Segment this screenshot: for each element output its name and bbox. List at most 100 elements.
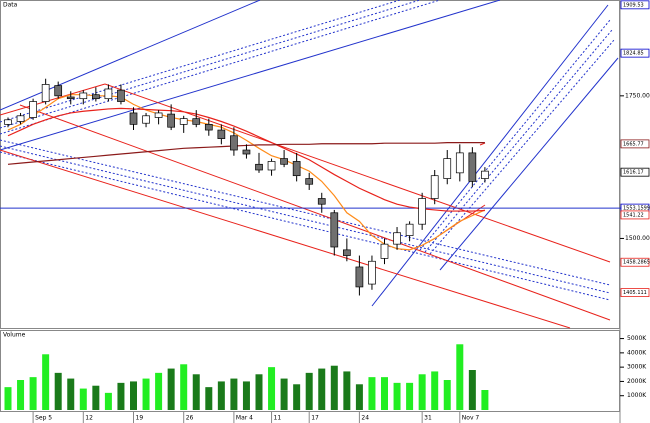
volume-bar <box>293 384 301 410</box>
candle-body <box>54 85 63 97</box>
volume-bar <box>17 380 25 410</box>
trendline <box>104 83 611 263</box>
x-tick-label: 17 <box>311 415 319 422</box>
trendline <box>424 29 613 253</box>
candle-body <box>66 96 75 100</box>
x-tick-label: 31 <box>424 415 432 422</box>
y-tick-label: 3000K <box>627 364 647 371</box>
x-tick-label: 11 <box>274 415 282 422</box>
candle-body <box>292 161 301 177</box>
price-marker-label: 1824.85 <box>623 51 644 57</box>
volume-bar <box>54 372 62 410</box>
candle-body <box>317 198 326 205</box>
candle-body <box>192 118 201 125</box>
volume-bar <box>167 368 175 410</box>
price-marker <box>620 48 650 58</box>
x-tick-label: 26 <box>186 415 194 422</box>
x-tick-label: Sep 5 <box>35 415 52 422</box>
price-marker-label: 1541.22 <box>623 212 644 218</box>
candle-body <box>217 129 226 139</box>
candle-body <box>443 158 452 179</box>
candle-body <box>305 178 314 185</box>
volume-bar <box>280 378 288 410</box>
trendline <box>0 0 421 129</box>
trendline <box>0 0 501 151</box>
candle-body <box>41 84 50 102</box>
x-tick-label: 19 <box>136 415 144 422</box>
candle-body <box>154 112 163 118</box>
volume-bar <box>381 377 388 410</box>
trendline <box>19 104 611 321</box>
trendline <box>371 4 609 307</box>
volume-bar <box>117 382 125 410</box>
candle-body <box>255 163 263 171</box>
volume-bar <box>268 367 276 410</box>
volume-bar <box>205 387 213 410</box>
trendline <box>0 83 106 116</box>
volume-bar <box>230 378 238 410</box>
candle-body <box>179 118 188 125</box>
candle-body <box>91 94 100 100</box>
volume-bar <box>456 344 464 410</box>
candle-body <box>368 260 376 285</box>
x-tick-label: 12 <box>85 415 93 422</box>
candle-body <box>204 124 213 131</box>
candle-body <box>117 89 125 102</box>
volume-bar <box>155 372 163 410</box>
trendline <box>0 149 571 329</box>
volume-bar <box>255 374 263 410</box>
y-tick-label: 1750.00 <box>625 92 650 99</box>
candle-body <box>267 161 276 171</box>
candle-body <box>343 249 351 256</box>
candle-body <box>430 175 439 199</box>
candle-body <box>468 152 477 182</box>
volume-bar <box>393 382 401 410</box>
x-tick-label: Nov 7 <box>462 415 480 422</box>
trendline <box>0 0 441 135</box>
price-marker <box>620 257 650 267</box>
price-marker <box>620 139 650 149</box>
trendline <box>439 57 619 271</box>
candle-body <box>167 113 175 128</box>
candle-body <box>393 232 401 245</box>
volume-bar <box>406 382 414 410</box>
candle-body <box>230 135 238 151</box>
y-tick-label: 4000K <box>627 349 647 356</box>
panel-title: Volume <box>3 332 26 339</box>
trendline <box>429 39 615 255</box>
price-marker <box>620 0 650 10</box>
volume-bar <box>242 381 250 410</box>
trendline <box>479 142 486 146</box>
volume-bar <box>79 388 87 410</box>
trendline <box>0 145 611 294</box>
volume-bar <box>217 381 225 410</box>
panel-title: Data <box>3 2 18 9</box>
price-marker-label: 1909.53 <box>623 2 644 8</box>
trendline <box>0 151 611 301</box>
volume-bar <box>29 377 37 410</box>
candle-body <box>142 115 150 124</box>
candle-body <box>129 112 138 125</box>
volume-bar <box>4 387 12 410</box>
trendline <box>419 19 611 251</box>
volume-bar <box>368 377 376 410</box>
candle-body <box>280 158 288 165</box>
candle-body <box>29 101 37 118</box>
candle-body <box>330 212 339 248</box>
price-marker-label: 1458.2865 <box>623 260 650 266</box>
y-tick-label: 5000K <box>627 335 647 342</box>
y-tick-label: 1500.00 <box>625 235 650 242</box>
volume-bar <box>468 370 476 410</box>
volume-bar <box>92 385 100 410</box>
moving-average <box>7 107 485 212</box>
volume-bar <box>318 368 326 410</box>
volume-bar <box>42 354 50 410</box>
moving-average <box>7 94 486 251</box>
candle-body <box>16 115 25 122</box>
volume-bar <box>104 392 112 410</box>
volume-bar <box>443 380 451 410</box>
volume-bar <box>180 364 188 410</box>
volume-bar <box>431 371 439 410</box>
